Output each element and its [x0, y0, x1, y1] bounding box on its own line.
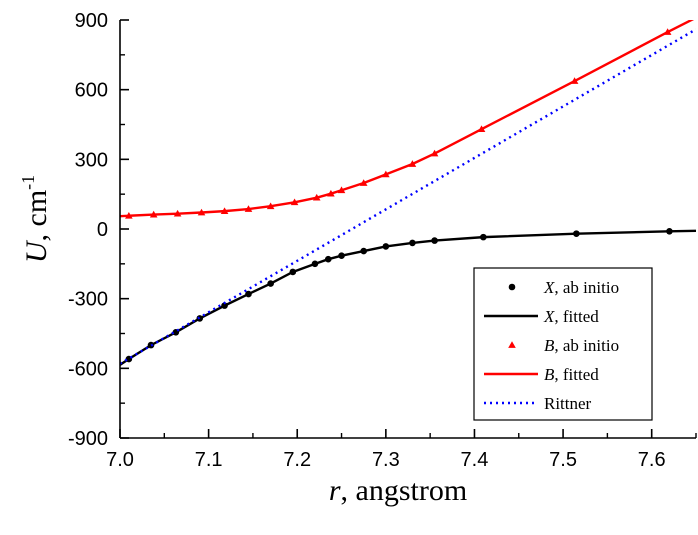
x-tick-label-1: 7.1: [195, 449, 223, 471]
series-line-b-fitted: [120, 20, 695, 218]
y-tick-label-0: -900: [68, 428, 108, 450]
legend-item-4: Rittner: [484, 394, 592, 413]
x-axis-title: r, angstrom: [329, 474, 467, 507]
x-tick-label-0: 7.0: [106, 449, 134, 471]
y-tick-label-5: 600: [75, 80, 108, 102]
legend-label-text-4: Rittner: [544, 394, 592, 413]
legend-item-1: X, fitted: [484, 307, 599, 326]
legend-label-2: B, ab initio: [544, 336, 619, 355]
y-tick-label-2: -300: [68, 289, 108, 311]
legend-label-var-0: X: [543, 278, 555, 297]
y-tick-label-6: 900: [75, 10, 108, 32]
legend-item-3: B, fitted: [484, 365, 599, 384]
x-tick-label-6: 7.6: [638, 449, 666, 471]
legend-label-1: X, fitted: [543, 307, 599, 326]
legend-marker-0: [508, 283, 516, 291]
legend-label-text-1: , fitted: [554, 307, 599, 326]
legend-label-4: Rittner: [544, 394, 592, 413]
series-line-x-fitted: [120, 229, 696, 366]
legend-label-text-2: , ab initio: [554, 336, 619, 355]
x-tick-label-4: 7.4: [461, 449, 489, 471]
y-axis-title-var: U: [20, 239, 53, 263]
x-axis-title-var: r: [329, 474, 341, 507]
legend-label-var-3: B: [544, 365, 555, 384]
legend-label-var-1: X: [543, 307, 555, 326]
legend-label-text-3: , fitted: [554, 365, 599, 384]
legend-item-0: X, ab initio: [508, 278, 619, 297]
y-tick-label-4: 300: [75, 149, 108, 171]
legend-label-3: B, fitted: [544, 365, 599, 384]
legend-label-text-0: , ab initio: [554, 278, 619, 297]
y-tick-label-3: 0: [97, 219, 108, 241]
legend-label-0: X, ab initio: [543, 278, 619, 297]
x-tick-label-5: 7.5: [549, 449, 577, 471]
y-axis-title-sup: -1: [18, 175, 38, 190]
x-tick-label-2: 7.2: [283, 449, 311, 471]
x-axis-title-rest: , angstrom: [341, 474, 468, 507]
y-axis-title-rest: , cm: [20, 190, 53, 242]
legend-marker-2: [508, 341, 516, 348]
legend-box: [473, 267, 653, 421]
series-layer: [120, 20, 696, 366]
axes-layer: 7.0 7.1 7.2 7.3 7.4 7.5 7.6 -900 -600 -300 0 300 600…: [18, 10, 697, 507]
legend-item-2: B, ab initio: [508, 336, 619, 355]
y-axis-title: U, cm-1: [18, 175, 53, 263]
y-tick-label-1: -600: [68, 358, 108, 380]
legend-label-var-2: B: [544, 336, 555, 355]
x-tick-label-3: 7.3: [372, 449, 400, 471]
